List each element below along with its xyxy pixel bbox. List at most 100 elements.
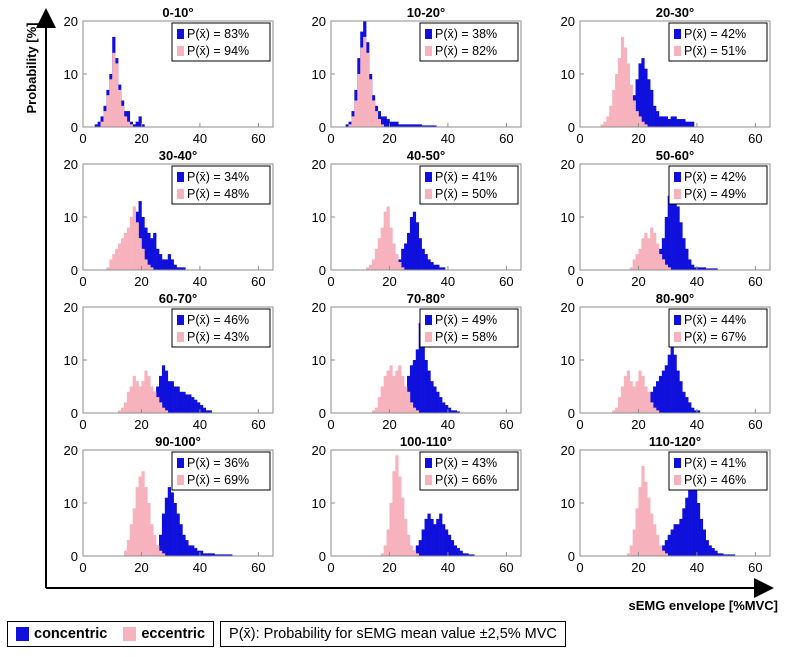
panel-2-eccentric-bar [360,47,364,127]
panel-11-xtick-label: 0 [327,560,334,575]
panel-11-eccentric-bar [415,553,419,556]
panel-8-title: 70-80° [407,291,445,306]
panel-3-legend-concentric-swatch [674,29,681,39]
panel-6-eccentric-bar [632,259,636,270]
panel-7-concentric-bar [176,386,180,413]
panel-4-eccentric-bar [129,217,133,270]
panel-6-concentric-bar [714,268,718,270]
panel-5-concentric-bar [433,264,437,270]
panel-5-eccentric-bar [392,243,396,270]
panel-12-concentric-bar [667,534,671,556]
panel-11-eccentric-bar [401,497,405,556]
panel-5-concentric-bar [430,262,434,270]
panel-9-concentric-bar [679,381,683,413]
panel-5-legend-concentric-swatch [425,172,432,182]
panel-2-concentric-bar [407,124,411,127]
panel-11-legend-concentric-swatch [425,458,432,468]
panel-8-concentric-bar [409,365,414,413]
panel-4-concentric-bar [156,248,160,270]
panel-6-concentric-bar [691,264,695,270]
series-legend: concentric eccentric [7,621,215,647]
panel-2-concentric-bar [415,124,419,127]
panel-3-legend-box [668,22,768,62]
panel-7-eccentric-bar [156,397,160,413]
panel-11-eccentric-bar [395,455,399,556]
panel-3-concentric-bar [650,89,654,127]
panel-10-concentric-bar [182,534,186,556]
panel-11-title: 100-110° [400,434,452,449]
panel-12-legend-concentric-swatch [674,458,681,468]
panel-10-ytick-label: 20 [64,443,78,458]
panel-3-concentric-bar [664,116,668,127]
panel-11-xtick-label: 60 [499,560,513,575]
panel-10-legend-eccentric-swatch [177,475,184,485]
panel-7-concentric-bar [185,394,189,413]
panel-2-concentric-bar [395,121,399,127]
panel-8-legend-eccentric-text: P(x̄) = 58% [435,330,497,344]
panel-10-xtick-label: 60 [251,560,265,575]
panel-8-concentric-bar [450,410,455,413]
panel-8-eccentric-bar [371,410,376,413]
panel-4-xtick-label: 20 [134,274,148,289]
panel-12-concentric-bar [699,518,704,556]
panel-3-concentric-bar [667,119,671,127]
panel-4-concentric-bar [176,267,180,270]
panel-7-ytick-label: 0 [71,406,78,421]
panel-9-eccentric-bar [612,410,616,413]
panel-5-legend-concentric-text: P(x̄) = 41% [435,170,497,184]
panel-10-eccentric-bar [153,534,157,556]
panel-6-legend-eccentric-text: P(x̄) = 49% [684,187,746,201]
panel-2-xtick-label: 0 [327,131,334,146]
panel-10-concentric-bar [185,540,189,556]
panel-8-eccentric-bar [377,397,381,413]
panel-12-eccentric-bar [650,513,654,556]
panel-7-concentric-bar [170,381,174,413]
panel-2-xtick-label: 60 [499,131,513,146]
panel-6-eccentric-bar [638,248,642,270]
panel-1-concentric-bar [94,124,98,127]
panel-4-legend-eccentric-swatch [177,189,184,199]
panel-8-ytick-label: 10 [312,353,326,368]
panel-3-xtick-label: 40 [690,131,704,146]
panel-5-concentric-bar [442,267,446,270]
panel-10-concentric-bar [199,550,204,556]
panel-1-title: 0-10° [162,5,193,20]
panel-8-concentric-bar [415,349,419,413]
panel-12-concentric-bar [720,553,724,556]
panel-3-concentric-bar [653,105,657,127]
panel-1-eccentric-bar [103,111,107,127]
panel-8-ytick-label: 20 [312,300,326,315]
panel-4-ytick-label: 0 [71,263,78,278]
panel-3-eccentric-bar [641,121,645,127]
panel-3-concentric-bar [673,116,677,127]
panel-10-concentric-bar [211,553,215,556]
panel-11-concentric-bar [433,524,437,556]
panel-8-concentric-bar [456,411,460,413]
panel-3-concentric-bar [638,63,642,127]
panel-8-concentric-bar [442,402,446,413]
panel-5-concentric-bar [401,248,405,270]
panel-3-concentric-bar [647,79,651,127]
panel-6-concentric-bar [664,217,668,270]
panel-9-concentric-bar [691,407,695,413]
panel-6-concentric-bar [670,185,674,270]
panel-5-xtick-label: 20 [382,274,396,289]
panel-9-concentric-bar [673,354,677,413]
panel-4-eccentric-bar [118,243,122,270]
panel-1-eccentric-bar [106,95,110,127]
panel-5-concentric-bar [424,254,428,270]
panel-2-eccentric-bar [369,79,373,127]
panel-12-concentric-bar [679,518,683,556]
panel-8-eccentric-bar [412,407,417,413]
panel-11-concentric-bar [453,545,457,556]
panel-7-concentric-bar [197,402,201,413]
panel-9-concentric-bar [670,344,674,413]
panel-11-ytick-label: 20 [312,443,326,458]
panel-6-concentric-bar [679,222,683,270]
panel-9-ytick-label: 0 [568,406,575,421]
panel-10-eccentric-bar [135,487,139,556]
panel-2-legend-eccentric-swatch [425,46,432,56]
panel-3-concentric-bar [641,58,645,127]
panel-3-xtick-label: 20 [631,131,645,146]
panel-11-concentric-bar [468,554,472,556]
